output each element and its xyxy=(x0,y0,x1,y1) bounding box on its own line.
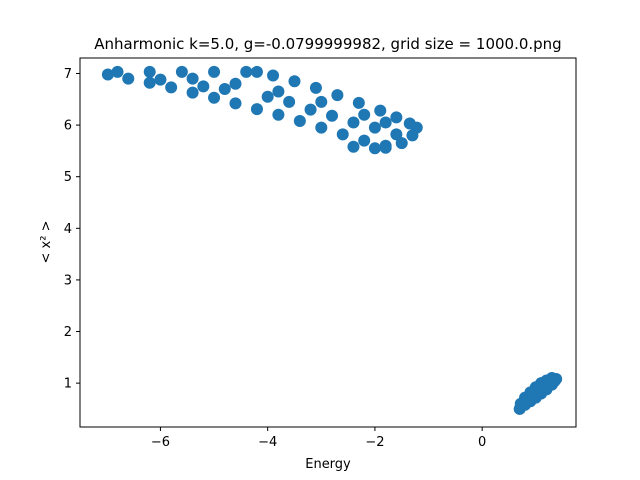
x-axis-label: Energy xyxy=(305,457,351,472)
data-point xyxy=(240,65,253,78)
chart-title: Anharmonic k=5.0, g=-0.0799999982, grid … xyxy=(94,35,561,53)
data-point xyxy=(175,65,188,78)
data-point xyxy=(368,142,381,155)
data-point xyxy=(154,73,167,86)
data-point xyxy=(358,108,371,121)
y-axis-ticks: 1 2 3 4 5 6 7 xyxy=(64,67,80,392)
x-tick-label: −2 xyxy=(365,435,384,450)
data-point xyxy=(358,134,371,147)
data-point xyxy=(267,69,280,82)
data-point xyxy=(272,108,285,121)
data-point xyxy=(186,72,199,85)
y-tick-label: 4 xyxy=(64,222,72,237)
data-point xyxy=(293,114,306,127)
data-point xyxy=(352,96,365,109)
data-point xyxy=(379,141,392,154)
x-axis-ticks: −6 −4 −2 0 xyxy=(151,427,486,450)
y-axis-label: < x² > xyxy=(39,221,54,264)
data-point xyxy=(122,72,135,85)
data-point xyxy=(288,75,301,88)
data-point xyxy=(395,137,408,150)
data-point xyxy=(272,85,285,98)
data-point xyxy=(208,91,221,104)
data-point xyxy=(283,95,296,108)
data-point xyxy=(229,97,242,110)
axes-frame xyxy=(79,57,577,428)
data-point xyxy=(229,77,242,90)
y-tick-label: 5 xyxy=(64,170,72,185)
data-point xyxy=(548,375,561,388)
data-point xyxy=(165,81,178,94)
y-tick-label: 2 xyxy=(64,325,72,340)
data-point xyxy=(197,80,210,93)
x-tick-label: −4 xyxy=(258,435,277,450)
data-point xyxy=(250,65,263,78)
y-tick-label: 6 xyxy=(64,119,72,134)
data-point xyxy=(390,111,403,124)
data-point xyxy=(347,140,360,153)
data-point xyxy=(368,121,381,134)
data-point xyxy=(374,104,387,117)
data-point xyxy=(186,86,199,99)
data-point xyxy=(390,128,403,141)
data-point xyxy=(250,103,263,116)
data-points xyxy=(101,65,563,415)
data-point xyxy=(101,68,114,81)
data-point xyxy=(315,121,328,134)
data-point xyxy=(261,90,274,103)
data-point xyxy=(326,109,339,122)
data-point xyxy=(336,128,349,141)
x-tick-label: −6 xyxy=(151,435,170,450)
data-point xyxy=(218,82,231,95)
x-tick-label: 0 xyxy=(478,435,486,450)
data-point xyxy=(143,76,156,89)
data-point xyxy=(111,65,124,78)
y-tick-label: 1 xyxy=(64,377,72,392)
data-point xyxy=(143,65,156,78)
data-point xyxy=(304,103,317,116)
data-point xyxy=(309,81,322,94)
data-point xyxy=(347,116,360,129)
y-tick-label: 7 xyxy=(64,67,72,82)
data-point xyxy=(331,89,344,102)
data-point xyxy=(406,129,419,142)
data-point xyxy=(379,116,392,129)
data-point xyxy=(208,65,221,78)
data-point xyxy=(315,95,328,108)
y-tick-label: 3 xyxy=(64,273,72,288)
